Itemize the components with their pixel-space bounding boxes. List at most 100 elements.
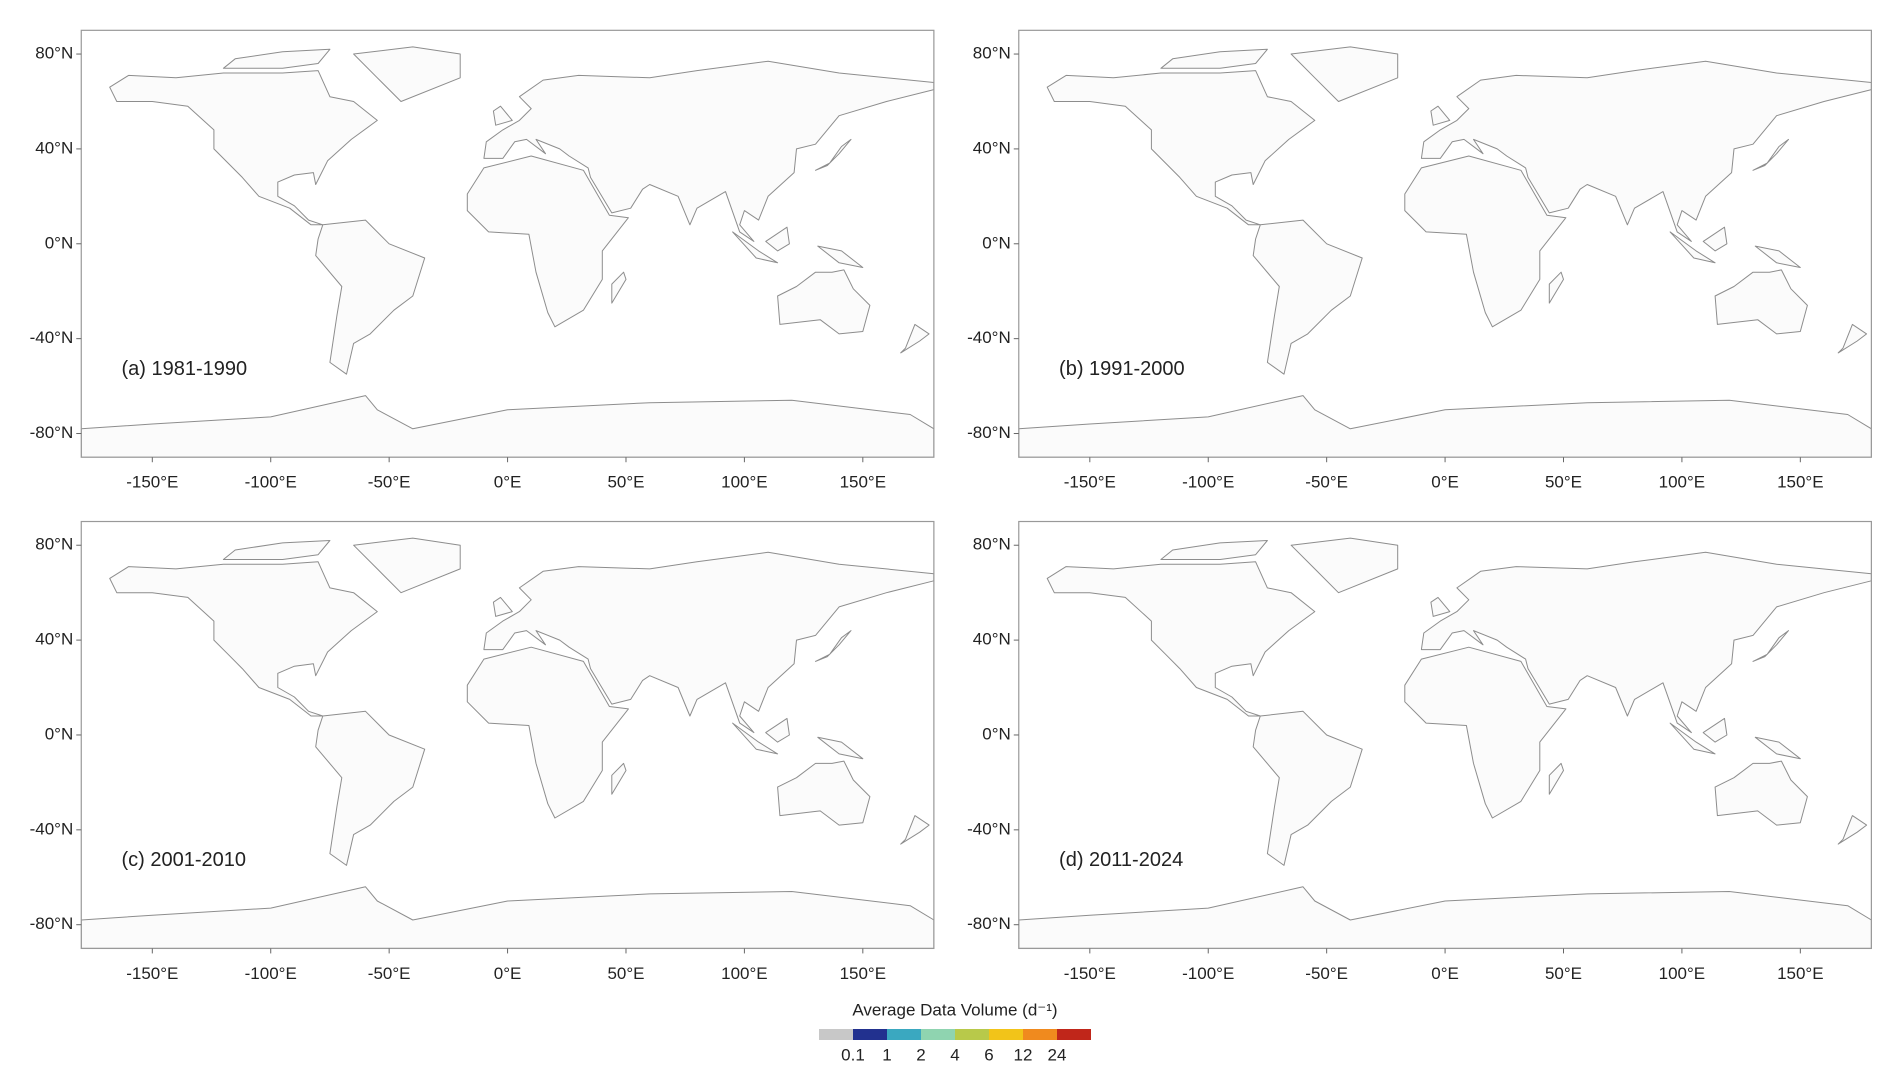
colorbar-box <box>853 1029 887 1040</box>
land <box>817 736 864 760</box>
colorbar-box <box>989 1029 1023 1040</box>
land <box>315 219 426 375</box>
land <box>1837 815 1868 845</box>
colorbar-box <box>1057 1029 1091 1040</box>
colorbar-tick-label: 6 <box>984 1045 993 1064</box>
x-tick-label: 50°E <box>1545 473 1582 492</box>
land <box>732 231 779 264</box>
land <box>492 596 513 617</box>
land <box>817 245 864 268</box>
y-tick-label: -40°N <box>967 328 1011 347</box>
x-tick-label: 150°E <box>1777 473 1824 492</box>
panel-label: (c) 2001-2010 <box>122 849 247 871</box>
land-group <box>81 537 934 949</box>
land <box>900 815 930 845</box>
y-tick-label: 80°N <box>973 535 1011 554</box>
map-panel: 80°N 40°N 0°N -40°N -80°N -150°E -100°E -50°E 0°… <box>30 29 935 492</box>
land-group <box>1018 46 1872 458</box>
x-tick-label: 50°E <box>607 473 644 492</box>
y-tick-label: -80°N <box>967 914 1011 933</box>
y-tick-label: 0°N <box>45 724 74 743</box>
y-tick-label: 40°N <box>973 630 1011 649</box>
land <box>1046 70 1316 226</box>
x-tick-label: 100°E <box>1659 964 1706 983</box>
land <box>1752 138 1789 171</box>
colorbar-tick-label: 4 <box>950 1045 959 1064</box>
x-tick-label: -150°E <box>126 473 178 492</box>
x-tick-label: 50°E <box>1545 964 1582 983</box>
y-tick-label: 0°N <box>45 233 74 252</box>
land <box>1548 271 1564 304</box>
colorbar-title: Average Data Volume (d⁻¹) <box>852 1000 1057 1019</box>
land <box>611 271 627 304</box>
x-tick-label: 100°E <box>721 473 768 492</box>
x-tick-label: -100°E <box>245 964 297 983</box>
x-tick-label: -100°E <box>1182 473 1234 492</box>
land <box>1160 540 1268 560</box>
y-tick-label: -80°N <box>30 423 74 442</box>
land <box>1404 155 1567 328</box>
land <box>1702 717 1728 743</box>
land <box>815 138 852 171</box>
land <box>1837 323 1868 354</box>
colorbar-box <box>921 1029 955 1040</box>
y-tick-label: 80°N <box>973 44 1011 63</box>
land <box>1714 269 1808 335</box>
land <box>1752 630 1789 662</box>
y-tick-label: -40°N <box>30 328 74 347</box>
land <box>1669 722 1716 755</box>
land <box>1754 736 1801 760</box>
land <box>815 630 852 662</box>
colorbar-tick-label: 1 <box>882 1045 891 1064</box>
colorbar-box <box>819 1029 853 1040</box>
y-tick-label: -40°N <box>30 819 74 838</box>
x-tick-label: -50°E <box>368 964 411 983</box>
land <box>1252 710 1363 866</box>
land <box>483 551 934 734</box>
land <box>222 48 331 69</box>
x-tick-label: -100°E <box>245 473 297 492</box>
land <box>1669 231 1716 264</box>
map-panel: 80°N 40°N 0°N -40°N -80°N -150°E -100°E -50°E 0°… <box>967 520 1872 983</box>
land <box>1714 760 1808 826</box>
x-tick-label: 0°E <box>494 964 522 983</box>
land <box>353 537 461 594</box>
panel-label: (b) 1991-2000 <box>1059 358 1185 380</box>
x-tick-label: 50°E <box>607 964 644 983</box>
y-tick-label: 80°N <box>35 535 73 554</box>
land <box>1702 226 1728 252</box>
land <box>1420 60 1872 242</box>
colorbar-tick-label: 12 <box>1014 1045 1033 1064</box>
land <box>483 60 934 242</box>
x-tick-label: 0°E <box>494 473 522 492</box>
land-group <box>81 46 934 458</box>
land <box>492 105 513 126</box>
land <box>1046 561 1316 717</box>
land <box>81 395 934 458</box>
land <box>81 886 934 949</box>
x-tick-label: -150°E <box>126 964 178 983</box>
land <box>900 323 930 354</box>
colorbar-tick-label: 2 <box>916 1045 925 1064</box>
land <box>1430 105 1451 126</box>
x-tick-label: 150°E <box>1777 964 1824 983</box>
land <box>1018 886 1872 949</box>
y-tick-label: 40°N <box>35 630 73 649</box>
land <box>1290 537 1399 594</box>
land <box>777 760 871 826</box>
x-tick-label: 0°E <box>1431 473 1459 492</box>
land <box>777 269 871 335</box>
map-panel: 80°N 40°N 0°N -40°N -80°N -150°E -100°E -50°E 0°… <box>30 520 935 983</box>
land <box>466 646 629 819</box>
y-tick-label: -80°N <box>30 914 74 933</box>
y-tick-label: 80°N <box>35 44 73 63</box>
land <box>765 717 790 743</box>
colorbar-tick-label: 0.1 <box>841 1045 865 1064</box>
land <box>732 722 779 755</box>
land <box>1754 245 1801 268</box>
land <box>1430 596 1451 617</box>
land <box>1404 646 1567 819</box>
y-tick-label: 0°N <box>982 724 1011 743</box>
y-tick-label: -80°N <box>967 423 1011 442</box>
